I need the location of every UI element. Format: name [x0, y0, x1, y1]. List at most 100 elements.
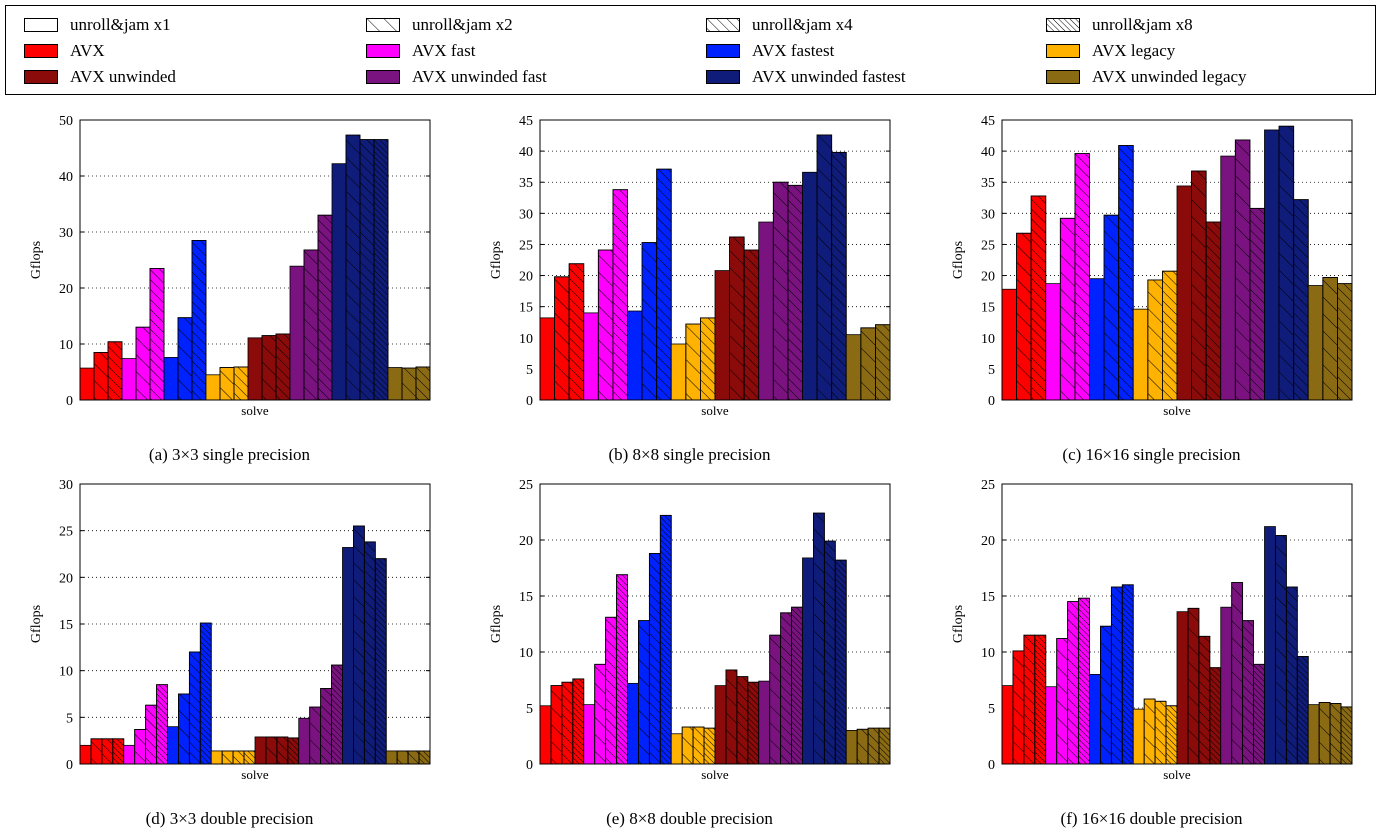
y-tick-label: 40: [981, 145, 995, 160]
legend-item: unroll&jam x2: [366, 14, 513, 36]
bar-hatch: [1278, 125, 1295, 401]
x-axis-label: solve: [241, 767, 269, 782]
bar-hatch: [554, 276, 570, 401]
legend-item: AVX fastest: [706, 40, 834, 62]
x-axis-label: solve: [701, 767, 729, 782]
bar: [1264, 526, 1276, 765]
legend-swatch: [1046, 18, 1080, 32]
bar-hatch: [1318, 701, 1331, 765]
y-axis-label: Gflops: [29, 241, 44, 279]
bar: [1132, 308, 1149, 401]
bar: [539, 705, 552, 765]
bar-hatch: [221, 750, 234, 765]
bar-hatch: [1118, 145, 1134, 401]
y-tick-label: 10: [59, 665, 73, 680]
bar-hatch: [1198, 635, 1211, 765]
bar-hatch: [1187, 607, 1200, 765]
bar: [670, 733, 683, 765]
bar-hatch: [1034, 634, 1047, 765]
bar: [758, 221, 774, 401]
bar-chart: 0 5 10 15 20 25 solve Gflops: [489, 478, 891, 782]
legend-item: unroll&jam x1: [24, 14, 171, 36]
y-tick-label: 0: [526, 758, 533, 773]
legend-label: AVX unwinded legacy: [1092, 67, 1247, 86]
chart-panel: 0 10 20 30 40 50 solve Gflops (a) 3×3 single pre…: [0, 100, 459, 470]
bar: [167, 726, 179, 765]
bar-hatch: [772, 181, 789, 401]
bar-hatch: [831, 151, 847, 401]
y-tick-label: 25: [981, 478, 995, 493]
y-tick-label: 15: [981, 301, 995, 316]
legend-swatch: [366, 44, 400, 58]
y-tick-label: 25: [519, 238, 533, 253]
bar-hatch: [90, 738, 103, 765]
bar-hatch: [1162, 270, 1178, 401]
bar-hatch: [188, 651, 201, 765]
bar-hatch: [418, 750, 431, 765]
bar-hatch: [345, 134, 361, 401]
legend-swatch: [706, 70, 740, 84]
legend-swatch: [24, 44, 58, 58]
y-tick-label: 15: [981, 590, 995, 605]
bar: [1307, 285, 1324, 401]
bar-hatch: [703, 727, 716, 765]
bar-hatch: [725, 669, 738, 765]
bar-hatch: [149, 267, 165, 401]
bar-hatch: [191, 239, 207, 401]
y-tick-label: 40: [59, 170, 73, 185]
bar-hatch: [736, 676, 749, 765]
legend-label: AVX unwinded fast: [412, 67, 547, 86]
bar-hatch: [265, 736, 278, 765]
bar-chart: 0 5 10 15 20 25 30 35 40 45 solve Gflops: [951, 114, 1353, 418]
bar-hatch: [219, 367, 235, 401]
bar-hatch: [359, 139, 375, 401]
bar-hatch: [780, 612, 792, 765]
bar: [583, 704, 596, 765]
bar: [714, 685, 727, 765]
chart-caption: (d) 3×3 double precision: [145, 809, 314, 828]
bar: [1045, 283, 1061, 401]
bar: [627, 682, 639, 765]
bar-hatch: [178, 693, 190, 765]
plot-frame: [79, 119, 431, 401]
bar: [1176, 611, 1189, 765]
y-tick-label: 20: [519, 534, 533, 549]
bar-hatch: [1016, 232, 1032, 401]
legend-swatch: [706, 18, 740, 32]
bar-hatch: [813, 512, 825, 765]
legend-item: AVX: [24, 40, 105, 62]
bar: [1132, 708, 1145, 765]
y-tick-label: 10: [981, 332, 995, 347]
bar-hatch: [1012, 650, 1025, 765]
y-tick-label: 20: [981, 534, 995, 549]
bar-hatch: [816, 134, 833, 401]
x-axis-label: solve: [241, 403, 269, 418]
bar: [1220, 606, 1233, 765]
bar: [163, 357, 179, 401]
bar-hatch: [407, 750, 420, 765]
y-tick-label: 25: [981, 238, 995, 253]
chart-caption: (b) 8×8 single precision: [608, 445, 771, 464]
legend-label: unroll&jam x1: [70, 15, 171, 34]
bar-hatch: [860, 327, 876, 401]
bar-hatch: [572, 678, 585, 765]
y-axis-label: Gflops: [29, 605, 44, 643]
bar-hatch: [700, 317, 716, 401]
chart-panel: 0 5 10 15 20 25 solve Gflops (e) 8×8 double prec…: [460, 464, 919, 834]
x-axis-label: solve: [1163, 403, 1191, 418]
bar-hatch: [1249, 207, 1265, 401]
bar-hatch: [878, 727, 891, 765]
bar: [802, 557, 814, 765]
bar: [210, 750, 223, 765]
y-tick-label: 10: [519, 646, 533, 661]
bar: [845, 729, 858, 765]
bar-hatch: [681, 726, 694, 765]
bar-hatch: [1275, 535, 1287, 765]
plot-frame: [79, 483, 431, 765]
y-tick-label: 10: [59, 338, 73, 353]
bar: [845, 334, 862, 401]
bar-hatch: [747, 681, 760, 765]
y-tick-label: 10: [981, 646, 995, 661]
bar-hatch: [638, 620, 650, 765]
